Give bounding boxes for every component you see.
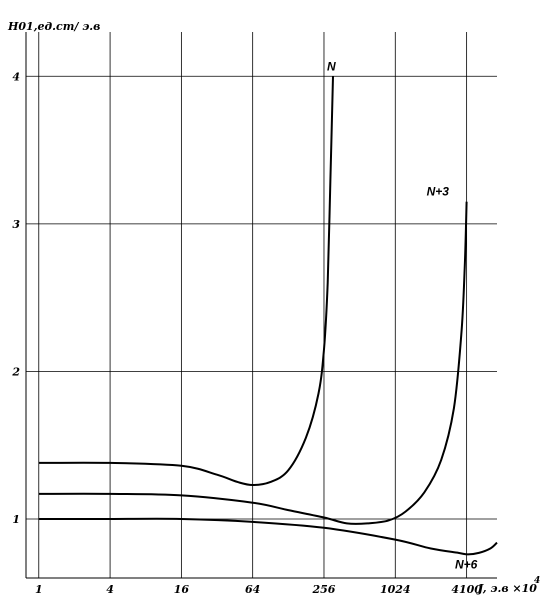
grid <box>26 32 497 578</box>
y-tick-label: 2 <box>11 365 20 378</box>
y-tick-label: 1 <box>12 513 20 526</box>
x-tick-label: 1 <box>35 583 43 596</box>
x-tick-labels: 1 4 16 64 256 1024 4100 <box>35 583 482 596</box>
x-axis-label-exponent: 4 <box>534 576 540 586</box>
x-tick-label: 256 <box>311 583 335 596</box>
axes <box>25 32 497 579</box>
series-line-nplus3 <box>38 201 468 525</box>
x-tick-label: 4 <box>106 583 114 596</box>
y-tick-label: 4 <box>12 70 20 83</box>
y-tick-labels: 1 2 3 4 <box>11 70 20 526</box>
series-line-nplus6 <box>38 517 498 556</box>
x-tick-label: 4100 <box>451 583 482 596</box>
x-tick-label: 64 <box>245 583 260 596</box>
series-label-nplus6: N+6 <box>455 558 478 572</box>
series-labels: N N+3 N+6 <box>327 59 478 571</box>
series-lines <box>38 76 498 556</box>
series-line-n <box>38 76 334 486</box>
series-label-nplus3: N+3 <box>427 185 450 199</box>
series-label-n: N <box>327 59 336 73</box>
x-axis-label: J, э.в ×10 <box>476 582 537 595</box>
y-axis-label: H01,ед.cm/ э.в <box>7 20 100 33</box>
x-tick-label: 1024 <box>380 583 411 596</box>
x-tick-label: 16 <box>174 583 190 596</box>
y-tick-label: 3 <box>12 218 20 231</box>
